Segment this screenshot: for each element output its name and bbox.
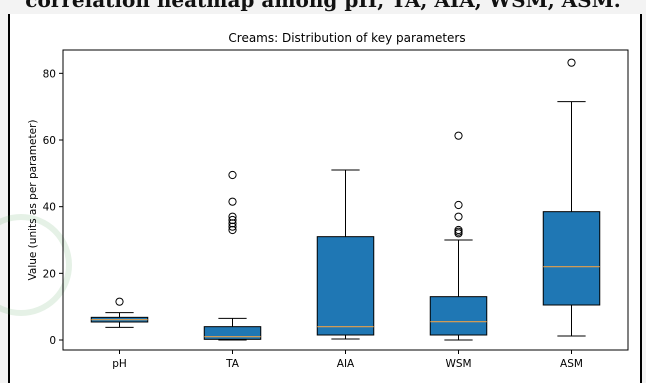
outlier-ta	[228, 219, 237, 228]
watermark-seal	[0, 214, 72, 316]
box-wsm	[429, 296, 488, 336]
top-caption: correlation heatmap among pH, TA, AIA, W…	[25, 0, 621, 12]
box-aia	[316, 236, 375, 336]
outlier-ta	[228, 212, 237, 221]
outlier-ta	[228, 170, 237, 180]
outlier-ta	[228, 197, 237, 206]
outlier-wsm	[454, 227, 463, 236]
outlier-ph	[115, 297, 124, 306]
outlier-ta	[228, 225, 237, 235]
outlier-wsm	[454, 212, 463, 221]
box-ta	[203, 326, 262, 340]
x-tick-label-aia: AIA	[337, 358, 355, 370]
outlier-wsm	[454, 200, 463, 210]
outlier-wsm	[454, 131, 463, 140]
y-tick-label: 20	[43, 268, 56, 280]
x-tick-label-ta: TA	[225, 358, 240, 370]
outlier-ta	[228, 222, 237, 231]
y-tick-label: 40	[43, 202, 56, 214]
x-tick-label-wsm: WSM	[445, 358, 471, 370]
x-tick-label-asm: ASM	[560, 358, 583, 370]
outlier-ta	[228, 215, 237, 225]
x-tick-label-ph: pH	[112, 358, 127, 370]
outlier-asm	[567, 58, 576, 67]
y-tick-label: 0	[49, 335, 56, 347]
y-axis-label: Value (units as per parameter)	[27, 120, 39, 281]
y-tick-label: 80	[43, 68, 56, 80]
outlier-wsm	[454, 225, 463, 235]
y-tick-label: 60	[43, 135, 56, 147]
chart-title: Creams: Distribution of key parameters	[228, 31, 465, 45]
box-asm	[542, 211, 601, 306]
